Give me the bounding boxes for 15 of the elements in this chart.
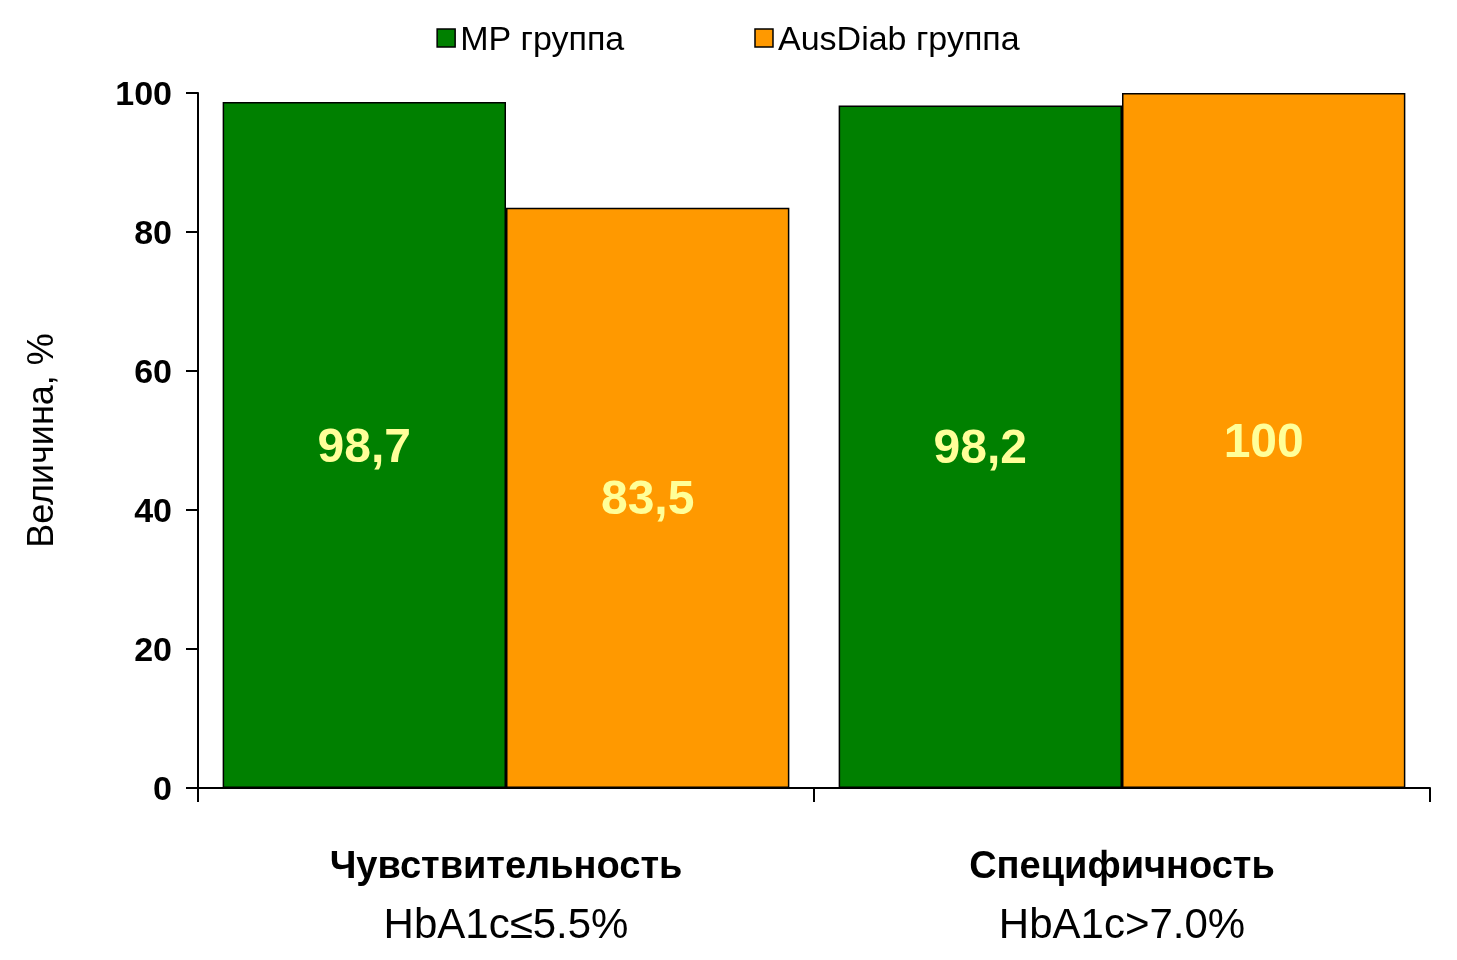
- y-axis-title: Величина, %: [19, 333, 61, 548]
- data-label: 98,7: [317, 418, 412, 472]
- legend-label: МР группа: [460, 19, 625, 57]
- y-tick-label: 0: [153, 769, 172, 807]
- y-tick-label: 100: [115, 74, 172, 112]
- data-label: 83,5: [600, 471, 695, 525]
- data-label: 98,2: [933, 420, 1028, 474]
- y-tick-label: 20: [134, 630, 172, 668]
- y-tick-label: 60: [134, 352, 172, 390]
- x-tick-label: Специфичность HbA1c>7.0%: [969, 844, 1275, 947]
- y-tick-label: 80: [134, 213, 172, 251]
- x-tick-label: Чувствительность HbA1c≤5.5%: [329, 844, 683, 947]
- y-tick-label: 40: [134, 491, 172, 529]
- data-label: 100: [1223, 414, 1304, 467]
- legend-label: AusDiab группа: [777, 19, 1020, 57]
